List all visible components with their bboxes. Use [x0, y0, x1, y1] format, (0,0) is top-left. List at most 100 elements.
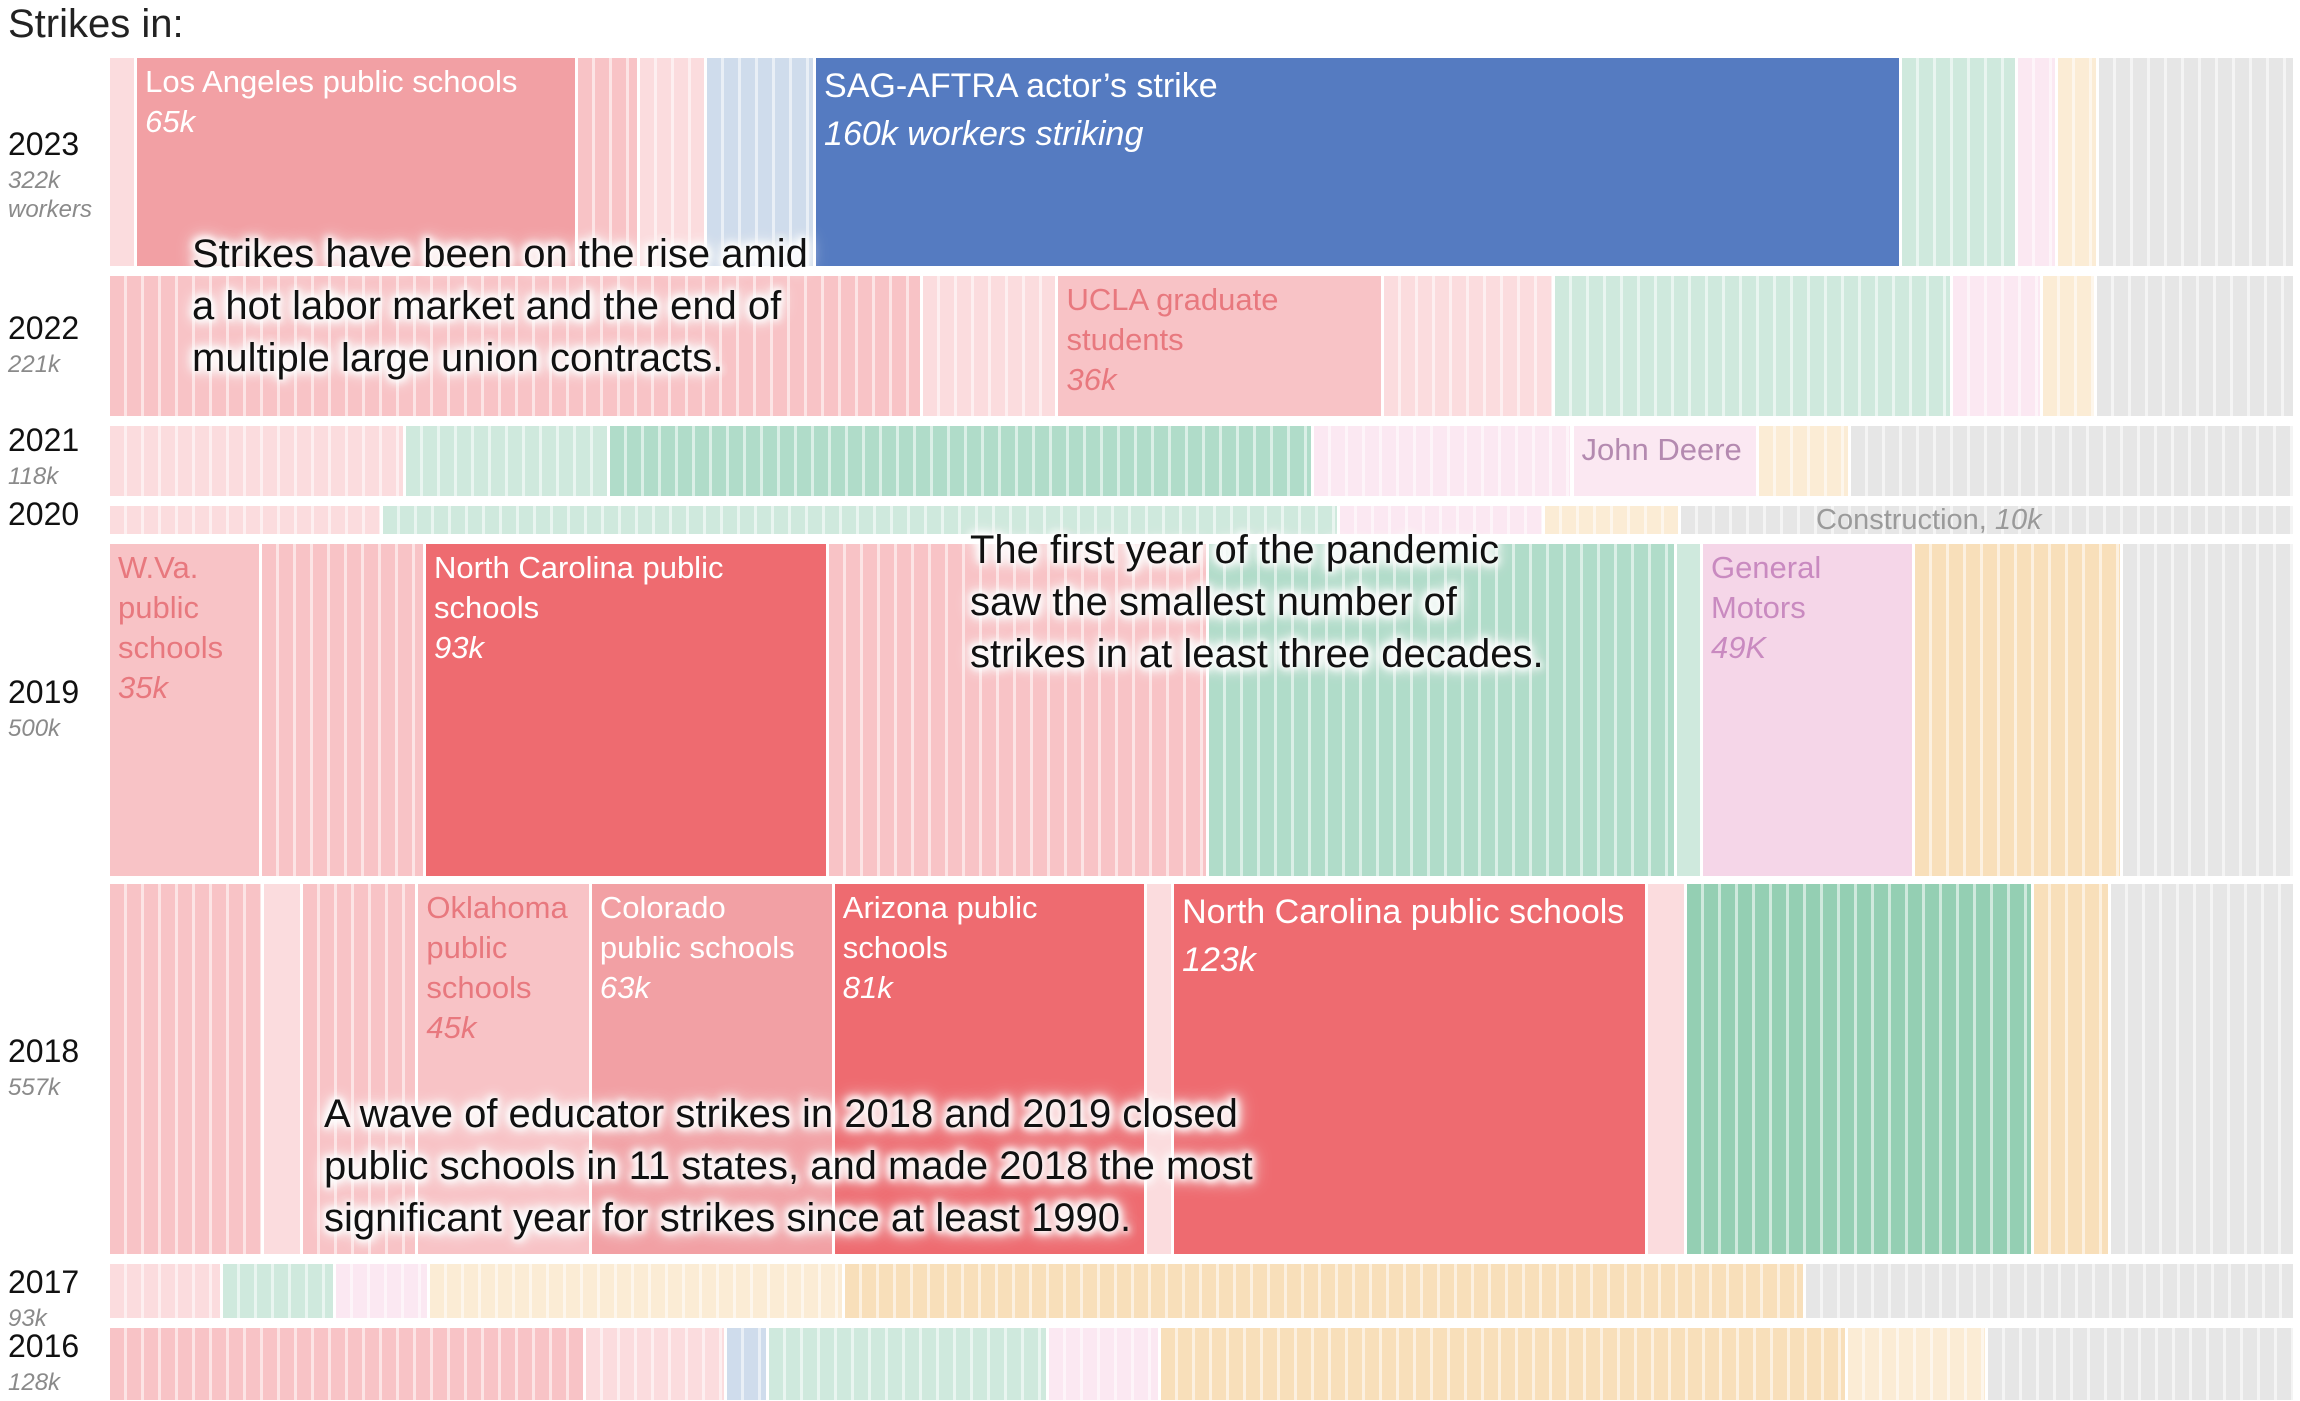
segment-value: 93k: [433, 630, 484, 665]
treemap-cell: [1681, 506, 2293, 534]
treemap-cell: [1209, 544, 1674, 876]
segment-label: UCLA graduate students 36k: [1066, 280, 1380, 400]
treemap-cell: [1758, 426, 1849, 496]
segment-label: Los Angeles public schools 65k: [145, 62, 517, 142]
treemap-cell: [610, 426, 1312, 496]
treemap-cell: [1648, 884, 1684, 1254]
segment-label: Oklahoma public schools 45k: [426, 888, 567, 1048]
treemap-cell: [1952, 276, 2041, 416]
treemap-cell: [1147, 884, 1172, 1254]
segment-label: Colorado public schools 63k: [600, 888, 795, 1008]
overlay-name: Construction,: [1816, 504, 1995, 536]
year-label: 2017: [8, 1264, 80, 1300]
treemap-cell: [302, 884, 416, 1254]
year-total: 557k: [8, 1074, 61, 1101]
segment-value: 35k: [118, 670, 168, 705]
treemap-cell: [726, 1328, 766, 1400]
treemap-cell: [2058, 58, 2097, 266]
treemap-cell: [844, 1264, 1804, 1318]
treemap-cell-labeled: W.Va. public schools 35k: [110, 544, 259, 876]
treemap-cell: [1686, 884, 2031, 1254]
treemap-cell: [110, 1328, 584, 1400]
treemap-cell: [2097, 276, 2293, 416]
segment-name: UCLA graduate students: [1066, 282, 1279, 357]
treemap-cell: [2099, 58, 2293, 266]
year-label: 2023: [8, 126, 80, 162]
segment-label: John Deere: [1582, 430, 1742, 470]
treemap-cell: [1339, 506, 1542, 534]
treemap-cell: [828, 544, 1207, 876]
treemap-cell-labeled: SAG-AFTRA actor’s strike 160k workers str…: [816, 58, 1900, 266]
treemap-cell: [264, 884, 300, 1254]
treemap-cell-labeled: North Carolina public schools 93k: [425, 544, 826, 876]
treemap-cell: [1314, 426, 1571, 496]
treemap-cell: [922, 276, 1056, 416]
segment-value: 36k: [1066, 362, 1117, 397]
treemap-cell: [110, 426, 404, 496]
treemap-cell-labeled: UCLA graduate students 36k: [1058, 276, 1381, 416]
treemap-cell: [2110, 884, 2293, 1254]
treemap-cell: [1676, 544, 1700, 876]
year-total: 118k: [8, 463, 59, 490]
segment-name: Los Angeles public schools: [145, 64, 518, 99]
treemap-cell-labeled: North Carolina public schools 123k: [1174, 884, 1646, 1254]
treemap-cell: [2017, 58, 2056, 266]
treemap-cell-labeled: Los Angeles public schools 65k: [137, 58, 576, 266]
treemap-cell: [1555, 276, 1950, 416]
year-label: 2019: [8, 674, 80, 710]
treemap-cell: [1806, 1264, 2293, 1318]
treemap-cell: [430, 1264, 842, 1318]
treemap-cell: [1383, 276, 1553, 416]
treemap-cell: [2033, 884, 2108, 1254]
treemap-cell-labeled: Oklahoma public schools 45k: [418, 884, 589, 1254]
segment-name: Colorado public schools: [599, 890, 795, 965]
treemap-cell: [1851, 426, 2293, 496]
treemap-cell: [1544, 506, 1679, 534]
treemap-cell: [110, 58, 135, 266]
year-total: 128k: [8, 1369, 61, 1396]
segment-value: 81k: [842, 970, 893, 1005]
overlay-value: 10k: [1994, 504, 2042, 536]
year-total: 221k: [8, 351, 61, 378]
year-label: 2018: [8, 1033, 80, 1069]
treemap-cell-labeled: Arizona public schools 81k: [834, 884, 1145, 1254]
treemap-cell: [336, 1264, 428, 1318]
treemap-cell: [110, 276, 920, 416]
segment-value: 123k: [1182, 941, 1256, 979]
treemap-cell: [707, 58, 814, 266]
annotation: A wave of educator strikes in 2018 and 2…: [324, 1092, 1253, 1240]
treemap-cell: [1160, 1328, 1845, 1400]
treemap-cell: [1048, 1328, 1158, 1400]
treemap-cell-labeled: General Motors 49K: [1702, 544, 1913, 876]
year-total: 322k workers: [8, 167, 93, 223]
segment-value: 160k workers striking: [824, 115, 1144, 153]
treemap-cell-labeled: John Deere: [1573, 426, 1756, 496]
treemap-cell: [1987, 1328, 2293, 1400]
treemap-cell-labeled: Colorado public schools 63k: [591, 884, 832, 1254]
segment-label: Arizona public schools 81k: [843, 888, 1038, 1008]
segment-value: 65k: [145, 104, 196, 139]
year-total: 93k: [8, 1305, 47, 1332]
year-label: 2022: [8, 310, 80, 346]
segment-value: 45k: [426, 1010, 477, 1045]
treemap-cell: [110, 1264, 221, 1318]
segment-name: General Motors: [1710, 550, 1822, 625]
overlay-label: Construction, 10k: [1816, 500, 2042, 540]
segment-label: North Carolina public schools 93k: [434, 548, 723, 668]
segment-label: SAG-AFTRA actor’s strike 160k workers str…: [824, 62, 1218, 158]
segment-name: North Carolina public schools: [1182, 893, 1625, 931]
treemap-cell: [639, 58, 705, 266]
treemap-cell: [110, 506, 381, 534]
segment-label: General Motors 49K: [1711, 548, 1821, 668]
segment-name: Oklahoma public schools: [426, 890, 568, 1005]
segment-name: John Deere: [1581, 432, 1742, 467]
year-label: 2020: [8, 496, 80, 532]
segment-name: SAG-AFTRA actor’s strike: [824, 67, 1218, 105]
treemap-cell: [406, 426, 608, 496]
treemap-cell: [578, 58, 637, 266]
year-total: 500k: [8, 715, 61, 742]
segment-label: W.Va. public schools 35k: [118, 548, 223, 708]
segment-name: North Carolina public schools: [433, 550, 724, 625]
chart-title: Strikes in:: [8, 2, 184, 46]
